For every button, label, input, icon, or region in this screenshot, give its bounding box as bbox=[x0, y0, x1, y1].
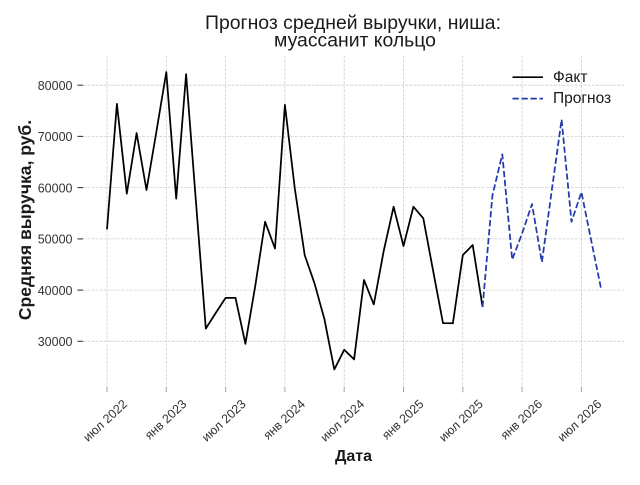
svg-text:80000: 80000 bbox=[38, 79, 73, 93]
svg-text:50000: 50000 bbox=[38, 233, 73, 247]
svg-text:Прогноз средней выручки, ниша:: Прогноз средней выручки, ниша: bbox=[205, 12, 501, 34]
svg-text:40000: 40000 bbox=[38, 284, 73, 298]
svg-text:70000: 70000 bbox=[38, 130, 73, 144]
svg-text:муассанит кольцо: муассанит кольцо bbox=[274, 30, 436, 52]
svg-text:Факт: Факт bbox=[553, 69, 587, 86]
svg-text:30000: 30000 bbox=[38, 335, 73, 349]
svg-text:Прогноз: Прогноз bbox=[553, 90, 611, 107]
svg-text:60000: 60000 bbox=[38, 181, 73, 195]
svg-text:Дата: Дата bbox=[335, 448, 372, 465]
svg-text:Средняя выручка, руб.: Средняя выручка, руб. bbox=[15, 120, 35, 320]
